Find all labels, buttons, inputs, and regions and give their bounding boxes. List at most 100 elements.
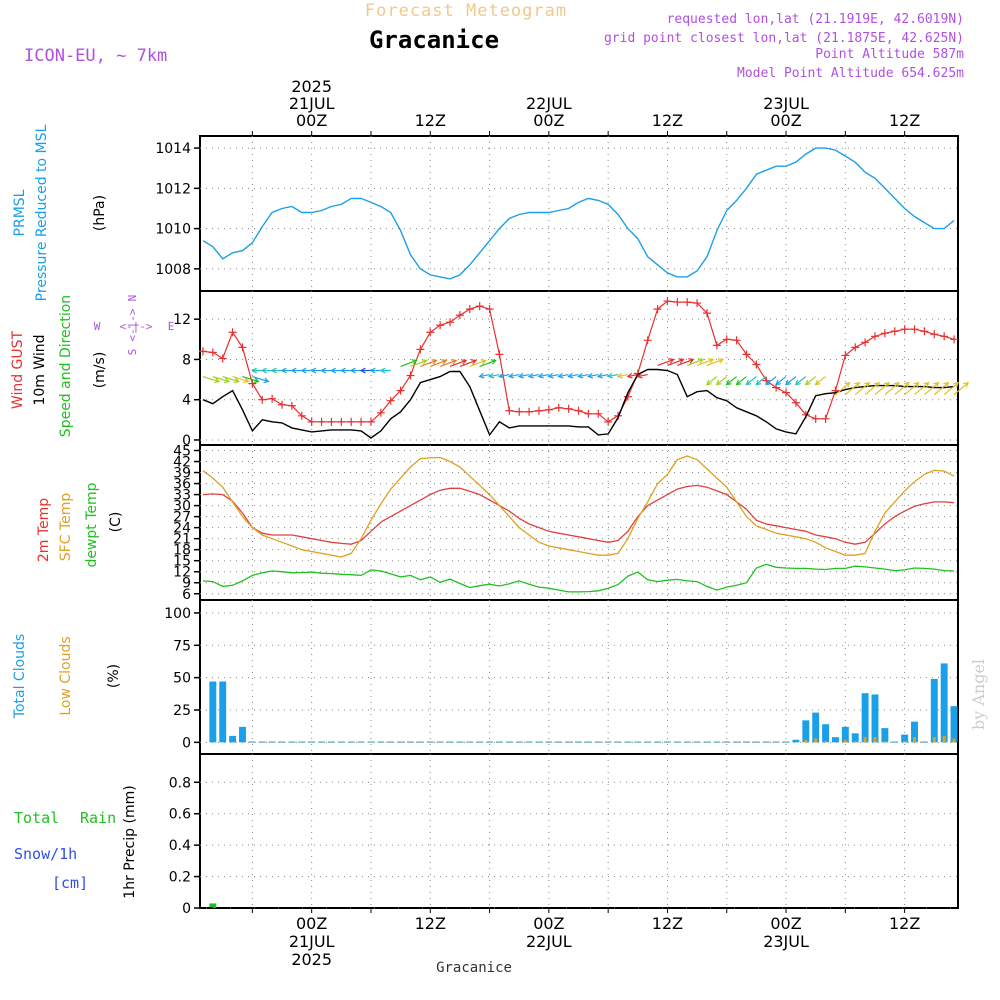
- wind-direction-arrowhead: [725, 379, 732, 386]
- clouds-panel-labels: Total Clouds Low Clouds (%): [12, 634, 122, 719]
- total-clouds-bar: [604, 741, 612, 743]
- clouds-unit: (%): [106, 664, 122, 688]
- total-clouds-bar: [772, 741, 780, 743]
- total-clouds-bar: [841, 726, 849, 743]
- wind-direction-arrow: [499, 373, 510, 378]
- time-label-bottom: 22JUL: [526, 932, 572, 951]
- total-clouds-bar: [426, 741, 434, 743]
- time-label-top: 12Z: [652, 111, 683, 130]
- pressure-ytick-label: 1010: [155, 222, 191, 238]
- wind-direction-arrowhead: [903, 381, 910, 388]
- wind-direction-arrowhead: [688, 358, 695, 364]
- plot-layer: [198, 147, 969, 909]
- wind-gust-marker: [357, 417, 366, 426]
- model-altitude: Model Point Altitude 654.625m: [737, 66, 964, 81]
- prmsl-line: [202, 147, 955, 280]
- compass-w: W: [94, 320, 101, 333]
- wind-direction-arrow: [924, 382, 939, 396]
- wind-direction-arrowhead: [668, 358, 675, 364]
- wind-direction-arrowhead: [498, 372, 505, 379]
- wind-direction-arrowhead: [213, 377, 221, 384]
- wind-gust-marker: [821, 414, 830, 423]
- clouds-ytick-label: 25: [173, 703, 191, 719]
- point-altitude: Point Altitude 587m: [815, 47, 964, 62]
- total-clouds-bar: [871, 694, 879, 743]
- wind-direction-arrowhead: [290, 367, 297, 374]
- total-clouds-bar: [901, 734, 909, 743]
- wind-direction-arrowhead: [923, 381, 930, 388]
- wind-direction-arrow: [578, 373, 589, 378]
- wind-gust-marker: [327, 417, 336, 426]
- total-clouds-bar: [327, 741, 335, 743]
- total-clouds-bar: [239, 726, 246, 743]
- wind-direction-arrow: [479, 359, 496, 368]
- temp-sfc-line: [202, 455, 955, 558]
- wind-direction-arrowhead: [755, 379, 762, 386]
- wind-direction-arrowhead: [547, 372, 554, 379]
- wind-direction-arrowhead: [369, 367, 376, 374]
- wind-direction-arrow: [805, 376, 817, 386]
- wind-gust-marker: [475, 302, 484, 311]
- wind-direction-arrowhead: [636, 372, 643, 379]
- total-clouds-bar: [268, 741, 276, 743]
- precip-ytick-label: 0: [182, 901, 191, 917]
- time-label-top: 2025: [291, 77, 332, 96]
- wind-gust-marker: [663, 297, 672, 306]
- total-clouds-bar: [505, 741, 513, 743]
- wind-gust-marker: [940, 332, 949, 341]
- total-clouds-bar: [831, 737, 839, 743]
- wind-gust-marker: [910, 325, 919, 334]
- wind-direction-arrow: [232, 375, 249, 383]
- wind-gust-marker: [890, 327, 899, 336]
- wind-gust-marker: [554, 403, 563, 412]
- grid-point-coords: grid point closest lon,lat (21.1875E, 42…: [604, 31, 964, 46]
- wind-gust-marker: [811, 414, 820, 423]
- total-clouds-bar: [940, 663, 948, 743]
- precip-unit: 1hr Precip (mm): [122, 785, 138, 898]
- total-clouds-bar: [565, 741, 573, 743]
- wind-direction-arrowhead: [557, 372, 564, 379]
- low-clouds-bar: [843, 739, 847, 743]
- wind-direction-arrowhead: [864, 381, 871, 388]
- wind-gust-marker: [861, 338, 870, 347]
- wind-direction-arrow: [242, 375, 259, 383]
- low-clouds-bar: [903, 741, 907, 743]
- pressure-label-desc: Pressure Reduced to MSL: [34, 124, 50, 301]
- wind-direction-arrowhead: [488, 372, 495, 379]
- wind-gust-marker: [465, 305, 474, 314]
- precip-ytick-label: 0.6: [169, 807, 191, 823]
- wind-gust-marker: [376, 408, 385, 417]
- product-title: Forecast Meteogram: [365, 1, 567, 21]
- total-clouds-bar: [387, 741, 395, 743]
- compass-horizontal-arrow: <-|->: [119, 320, 152, 333]
- wind-direction-arrow: [755, 376, 767, 386]
- wind-direction-arrow: [687, 358, 704, 367]
- wind-direction-arrowhead: [451, 359, 458, 365]
- wind-direction-arrow: [953, 382, 969, 396]
- wind-direction-arrow: [548, 373, 559, 378]
- precip-ytick-label: 0.4: [169, 838, 191, 854]
- clouds-label-total: Total Clouds: [12, 634, 28, 719]
- wind-direction-arrow: [489, 373, 500, 378]
- wind-direction-arrowhead: [527, 372, 534, 379]
- wind-gust-marker: [198, 347, 207, 356]
- time-label-bottom: 12Z: [889, 914, 920, 933]
- wind-gust-marker: [396, 386, 405, 395]
- wind-direction-arrowhead: [411, 359, 418, 365]
- total-clouds-bar: [673, 741, 681, 743]
- total-clouds-bar: [762, 741, 770, 743]
- wind-gust-marker: [742, 350, 751, 359]
- clouds-ytick-label: 75: [173, 638, 191, 654]
- wind-direction-arrow: [904, 382, 920, 396]
- wind-gust-marker: [436, 321, 445, 330]
- total-clouds-bar: [920, 741, 928, 743]
- total-clouds-bar: [525, 741, 533, 743]
- wind-direction-arrowhead: [310, 367, 317, 374]
- wind-direction-arrow: [677, 358, 694, 367]
- wind-direction-arrow: [509, 373, 520, 378]
- wind-direction-arrow: [795, 376, 807, 386]
- wind-direction-arrowhead: [270, 367, 277, 374]
- wind-gust-marker: [208, 348, 217, 357]
- time-label-bottom: 2025: [291, 950, 332, 969]
